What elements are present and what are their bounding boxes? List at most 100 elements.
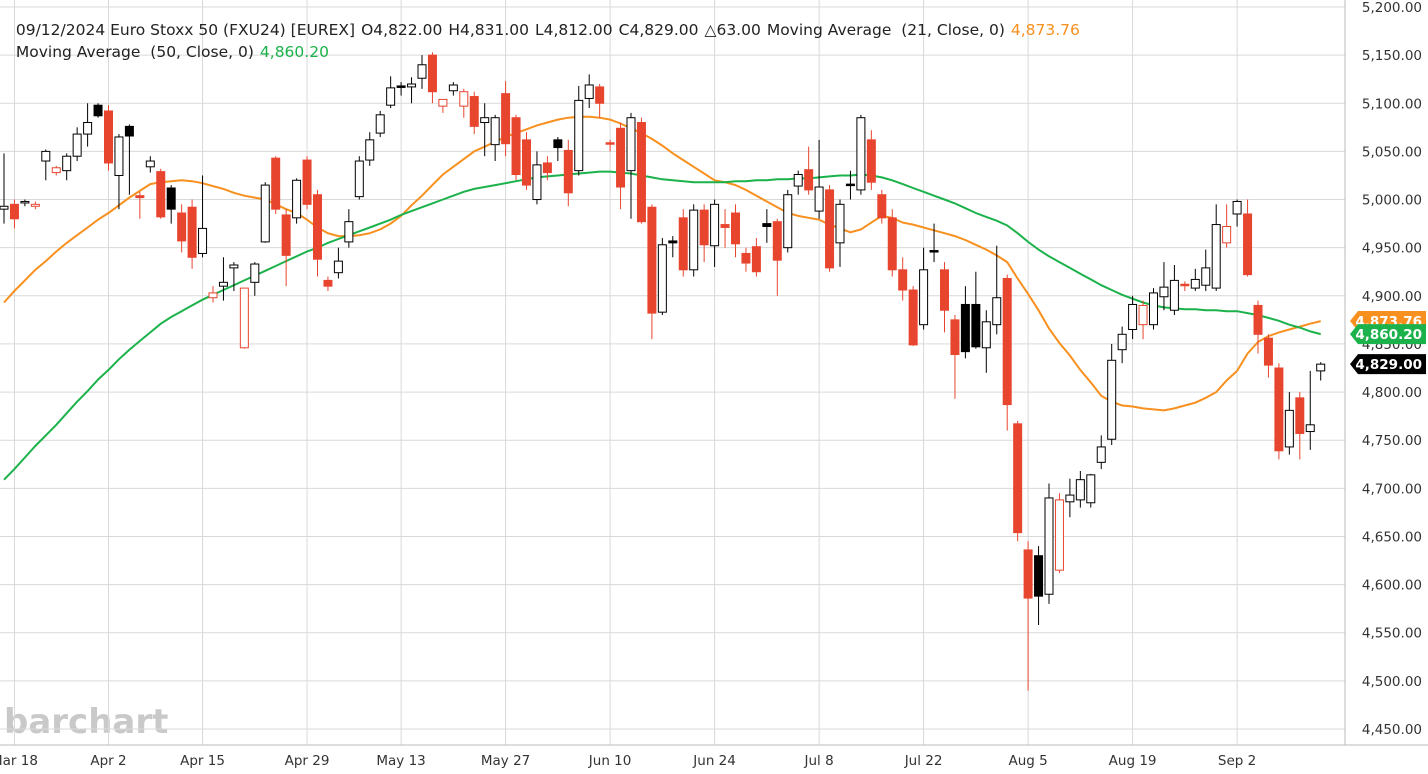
candle-body [1211, 224, 1221, 289]
candle-body [187, 206, 197, 258]
candle-body [375, 114, 385, 134]
candle-body [1096, 446, 1106, 463]
y-tick-label: 4,650.00 [1362, 529, 1422, 545]
legend-value: 4,860.20 [259, 43, 329, 61]
candle-body [1222, 225, 1232, 244]
x-tick-label: Jun 10 [588, 753, 632, 769]
candle-body [386, 87, 396, 106]
candle-body [616, 127, 626, 188]
candle-body [459, 91, 469, 107]
y-tick-label: 5,200.00 [1362, 0, 1422, 16]
candle-body [856, 117, 866, 191]
candle-body [323, 279, 333, 287]
candle-body [218, 281, 228, 287]
candle-body [1284, 409, 1294, 448]
candle-body [9, 203, 19, 220]
candle-body [83, 122, 93, 135]
candle-body [156, 171, 166, 218]
candle-body [417, 64, 427, 79]
candle-body [762, 223, 772, 227]
ohlc-label: L4,812.00 [535, 21, 613, 39]
candle-body [396, 85, 406, 88]
price-badge-label: 4,860.20 [1355, 327, 1422, 343]
candle-body [783, 194, 793, 249]
candle-body [104, 110, 113, 164]
candle-body [198, 227, 208, 254]
candle-body [950, 319, 960, 356]
y-tick-label: 4,700.00 [1362, 481, 1422, 497]
candle-body [1274, 367, 1284, 452]
y-tick-label: 5,050.00 [1362, 144, 1422, 160]
candle-body [1034, 555, 1044, 597]
candle-body [281, 214, 291, 256]
candle-body [229, 264, 239, 269]
candle-body [72, 133, 82, 157]
candle-body [1086, 474, 1096, 504]
y-tick-label: 4,800.00 [1362, 385, 1422, 401]
candle-body [981, 321, 991, 349]
title: 09/12/2024 Euro Stoxx 50 (FXU24) [EUREX] [15, 21, 356, 39]
ma-line [3, 115, 1321, 412]
candle-body [731, 212, 740, 245]
candle-body [313, 194, 322, 260]
price-badge-label: 4,829.00 [1355, 357, 1422, 373]
candle-body [595, 86, 605, 104]
candle-body [1128, 303, 1138, 330]
candle-body [271, 157, 281, 210]
candle-body [1295, 397, 1305, 434]
candle-body [1075, 479, 1085, 501]
candle-body [553, 139, 563, 149]
candle-body [584, 84, 594, 99]
header-line: 09/12/2024 Euro Stoxx 50 (FXU24) [EUREX]… [6, 3, 1086, 39]
candle-body [1243, 213, 1253, 276]
candle-body [438, 98, 448, 107]
legend-value: 4,873.76 [1010, 21, 1080, 39]
candle-body [490, 117, 500, 146]
candle-body [1117, 333, 1127, 351]
candle-body [835, 203, 845, 244]
y-tick-label: 4,950.00 [1362, 241, 1422, 257]
candle-body [1253, 304, 1263, 335]
candle-body [522, 139, 531, 186]
y-tick-label: 4,600.00 [1362, 578, 1422, 594]
candle-body [30, 203, 40, 207]
candle-body [1159, 286, 1169, 298]
candle-body [41, 150, 51, 162]
candle-body [302, 159, 312, 205]
x-tick-label: Sep 2 [1218, 753, 1256, 769]
watermark: barchart [4, 702, 168, 742]
candle-body [1149, 292, 1158, 326]
y-tick-label: 4,500.00 [1362, 674, 1422, 690]
candle-body [689, 209, 699, 271]
candle-body [1002, 277, 1012, 406]
candle-body [699, 209, 709, 246]
candle-body [971, 303, 981, 348]
candle-body [741, 252, 751, 264]
candle-body [898, 269, 908, 291]
candle-body [710, 203, 720, 247]
candle-body [208, 292, 218, 299]
candle-body [772, 221, 782, 261]
candle-body [992, 297, 1002, 326]
x-tick-label: May 13 [376, 753, 425, 769]
candle-body [960, 303, 970, 353]
candle-body [501, 93, 511, 145]
candle-body [114, 136, 124, 176]
candle-body [344, 221, 354, 243]
candle-body [542, 162, 552, 174]
candle-body [908, 289, 918, 346]
candle-body [250, 263, 260, 283]
candle-body [1263, 337, 1273, 366]
candle-body [1044, 497, 1054, 595]
candle-body [407, 83, 417, 88]
candle-body [574, 99, 584, 172]
candle-body [793, 174, 803, 187]
candle-body [751, 246, 761, 273]
candle-body [239, 287, 249, 349]
y-tick-label: 4,750.00 [1362, 433, 1422, 449]
candle-body [1107, 359, 1117, 440]
candle-body [427, 54, 437, 93]
grid [0, 0, 1345, 745]
x-tick-label: Aug 19 [1109, 753, 1157, 769]
candle-body [887, 217, 897, 271]
